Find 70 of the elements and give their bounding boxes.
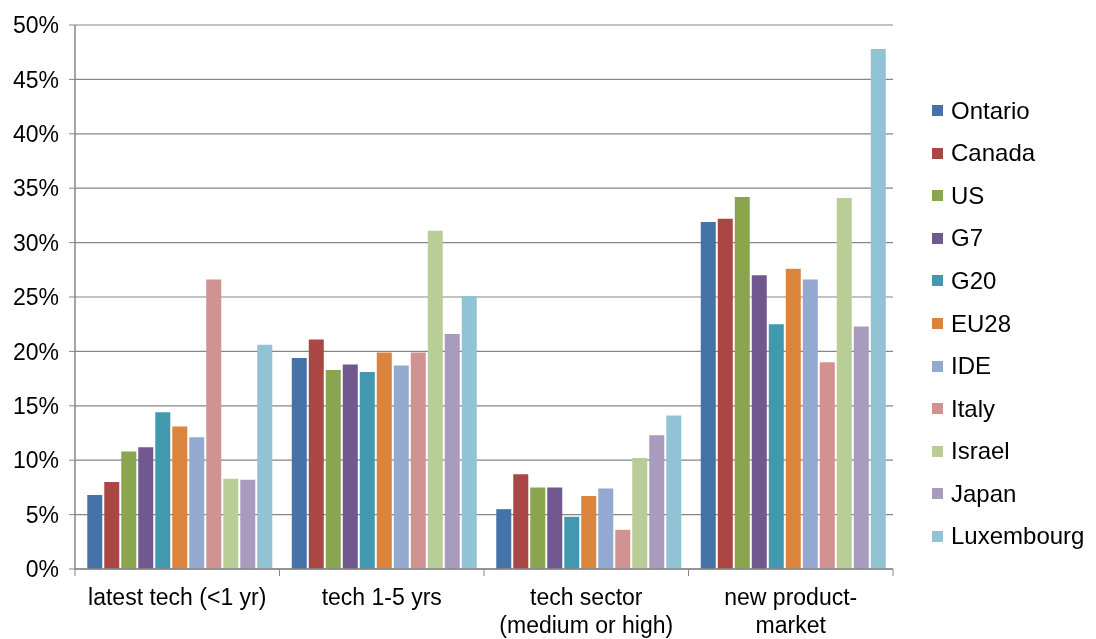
bar — [359, 372, 375, 569]
bar — [342, 364, 358, 569]
legend-label: US — [951, 181, 985, 210]
legend-label: Ontario — [951, 96, 1030, 125]
bar — [376, 352, 392, 569]
bar — [581, 496, 597, 569]
legend-label: Luxembourg — [951, 522, 1085, 551]
bar — [206, 279, 222, 569]
legend-label: Canada — [951, 139, 1036, 168]
bar — [393, 365, 409, 569]
y-tick-label: 10% — [12, 447, 59, 474]
legend-label: Italy — [951, 394, 996, 423]
bar — [802, 279, 818, 569]
bar — [257, 344, 273, 569]
bar — [427, 230, 443, 569]
bar — [564, 516, 580, 569]
bar — [853, 326, 869, 569]
bar — [717, 218, 733, 569]
bar — [138, 447, 154, 569]
x-tick-label: new product- market — [724, 584, 858, 638]
bar — [325, 369, 341, 569]
bar — [87, 495, 103, 569]
y-tick-label: 5% — [25, 501, 59, 528]
bar — [700, 221, 716, 569]
bar — [598, 488, 614, 569]
y-tick-label: 45% — [12, 66, 59, 93]
legend-label: G20 — [951, 266, 997, 295]
bar — [444, 333, 460, 569]
legend-label: Japan — [951, 479, 1017, 508]
bar — [751, 275, 767, 569]
x-tick-label: tech 1-5 yrs — [321, 584, 442, 610]
y-tick-label: 25% — [12, 284, 59, 311]
legend-label: IDE — [951, 352, 992, 381]
bar — [121, 451, 137, 569]
bar — [785, 268, 801, 569]
bar — [530, 487, 546, 569]
bar — [172, 426, 188, 569]
y-tick-label: 35% — [12, 175, 59, 202]
bar — [410, 352, 426, 569]
x-tick-label: latest tech (<1 yr) — [88, 584, 267, 610]
bar — [189, 437, 205, 569]
bar — [104, 481, 120, 569]
bar — [836, 197, 852, 569]
bar — [223, 478, 239, 569]
y-tick-label: 40% — [12, 120, 59, 147]
bar — [513, 474, 529, 569]
bar — [632, 458, 648, 569]
bar — [291, 357, 307, 569]
y-tick-label: 15% — [12, 392, 59, 419]
y-tick-label: 50% — [12, 12, 59, 39]
bar — [547, 487, 563, 569]
bar — [155, 412, 171, 569]
bar — [870, 48, 886, 569]
legend-label: G7 — [951, 224, 984, 253]
bar — [768, 324, 784, 569]
bar — [615, 529, 631, 569]
bar — [308, 339, 324, 569]
bar — [649, 435, 665, 569]
y-tick-label: 30% — [12, 229, 59, 256]
bar — [496, 509, 512, 569]
bar — [461, 295, 477, 569]
legend-label: Israel — [951, 437, 1010, 466]
y-tick-label: 20% — [12, 338, 59, 365]
x-tick-label: tech sector (medium or high) — [499, 584, 674, 638]
bar — [240, 479, 256, 569]
bar — [734, 196, 750, 569]
y-tick-label: 0% — [25, 556, 59, 583]
legend-label: EU28 — [951, 309, 1012, 338]
bar — [819, 362, 835, 569]
bar — [666, 415, 682, 569]
